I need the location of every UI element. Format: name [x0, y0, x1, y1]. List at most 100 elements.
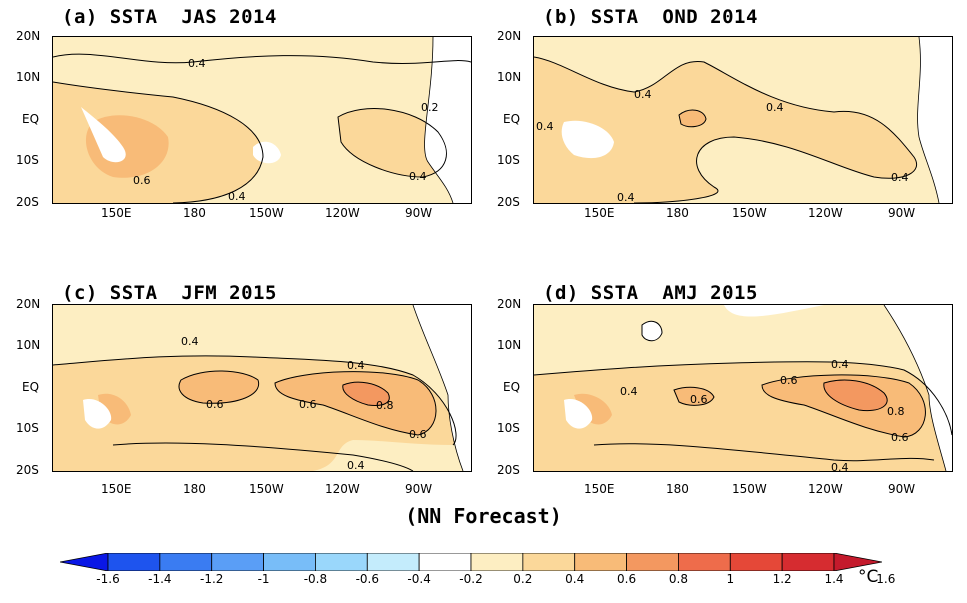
- lat-tick: 10N: [16, 70, 41, 84]
- colorbar-tick-label: 0.8: [668, 572, 688, 586]
- clabel: 0.4: [228, 190, 246, 203]
- panel-a-title: (a) SSTA JAS 2014: [62, 6, 277, 28]
- panel-b-svg: 0.4 0.4 0.4 0.4 0.4: [534, 37, 952, 203]
- lon-tick: 120W: [808, 206, 843, 220]
- lat-tick: 20N: [16, 297, 41, 311]
- lat-tick: 20N: [497, 29, 522, 43]
- panel-a-svg: 0.4 0.2 0.6 0.4 0.4: [53, 37, 471, 203]
- panel-a-map: 0.4 0.2 0.6 0.4 0.4: [52, 36, 472, 204]
- clabel: 0.2: [421, 101, 439, 114]
- colorbar-tick-label: 1.6: [876, 572, 896, 586]
- colorbar-segment: [315, 553, 368, 571]
- colorbar-tick-label: -1.6: [96, 572, 120, 586]
- shade-06-center: [179, 370, 259, 404]
- colorbar-tick-label: -1.2: [199, 572, 224, 586]
- lat-tick: 20S: [497, 463, 520, 477]
- clabel: 0.4: [634, 88, 652, 101]
- lon-tick: 120W: [808, 482, 843, 496]
- lat-tick: EQ: [503, 112, 521, 126]
- lat-tick: EQ: [22, 380, 40, 394]
- colorbar-tick-label: 1.2: [772, 572, 792, 586]
- lon-tick: 90W: [888, 206, 916, 220]
- lat-tick: 10N: [497, 338, 522, 352]
- lat-tick: 20N: [16, 29, 41, 43]
- panel-b-map: 0.4 0.4 0.4 0.4 0.4: [533, 36, 953, 204]
- lon-tick: 150W: [732, 482, 767, 496]
- unit-label: °C: [858, 567, 879, 587]
- panel-d-title: (d) SSTA AMJ 2015: [543, 282, 758, 304]
- colorbar-tick-label: 1.4: [824, 572, 844, 586]
- panel-c-title: (c) SSTA JFM 2015: [62, 282, 277, 304]
- clabel: 0.6: [206, 398, 224, 411]
- clabel: 0.4: [766, 101, 784, 114]
- clabel: 0.6: [690, 393, 708, 406]
- forecast-caption: (NN Forecast): [405, 504, 562, 528]
- colorbar-tick-label: 0.2: [513, 572, 533, 586]
- lon-tick: 180: [666, 482, 689, 496]
- clabel: 0.4: [409, 170, 427, 183]
- lon-tick: 120W: [325, 206, 360, 220]
- clabel: 0.4: [347, 359, 365, 372]
- colorbar-segment: [729, 553, 783, 571]
- lon-tick: 150E: [584, 482, 615, 496]
- americas-land: [413, 305, 471, 471]
- colorbar-segment: [107, 553, 161, 571]
- americas-land: [424, 37, 471, 203]
- colorbar-tick-label: -0.2: [459, 572, 483, 586]
- lon-tick: 150E: [101, 482, 132, 496]
- lat-tick: 20S: [16, 463, 39, 477]
- clabel: 0.6: [133, 174, 151, 187]
- lat-tick: 10S: [497, 421, 520, 435]
- colorbar-segment: [781, 553, 835, 571]
- lat-tick: 20N: [497, 297, 522, 311]
- lat-tick: EQ: [503, 380, 521, 394]
- clabel: 0.4: [891, 171, 909, 184]
- clabel: 0.6: [780, 374, 798, 387]
- shade-06-center: [674, 387, 714, 406]
- lon-tick: 90W: [888, 482, 916, 496]
- colorbar-segment: [211, 553, 264, 571]
- clabel: 0.4: [347, 459, 365, 471]
- lon-tick: 150E: [584, 206, 615, 220]
- colorbar-segment: [574, 553, 627, 571]
- colorbar-tick-label: 0.4: [565, 572, 585, 586]
- colorbar-tick-label: -0.4: [407, 572, 431, 586]
- colorbar-segment: [60, 553, 109, 571]
- clabel: 0.4: [188, 57, 206, 70]
- lat-tick: 20S: [16, 195, 39, 209]
- clabel: 0.6: [891, 431, 909, 444]
- colorbar-segment: [263, 553, 316, 571]
- lon-tick: 180: [183, 206, 206, 220]
- lat-tick: 10S: [16, 421, 39, 435]
- lon-tick: 150E: [101, 206, 132, 220]
- lat-tick: 20S: [497, 195, 520, 209]
- colorbar-tick-label: -0.8: [303, 572, 328, 586]
- clabel: 0.4: [617, 191, 635, 203]
- shade-06-center: [679, 110, 706, 127]
- panel-d-map: 0.4 0.4 0.6 0.6 0.8 0.6 0.4: [533, 304, 953, 472]
- clabel: 0.6: [299, 398, 317, 411]
- clabel: 0.8: [887, 405, 905, 418]
- colorbar-segment: [366, 553, 420, 571]
- colorbar-segment: [522, 553, 576, 571]
- colorbar-segment: [159, 553, 213, 571]
- colorbar-tick-label: 0.6: [617, 572, 637, 586]
- shade-04-band: [534, 57, 917, 203]
- colorbar-segment: [418, 553, 472, 571]
- panel-c-map: 0.4 0.4 0.6 0.6 0.8 0.6 0.4: [52, 304, 472, 472]
- lat-tick: 10S: [16, 153, 39, 167]
- colorbar-segment: [833, 553, 882, 571]
- lon-tick: 180: [666, 206, 689, 220]
- lon-tick: 120W: [325, 482, 360, 496]
- shade-04-east: [338, 108, 447, 177]
- colorbar: [60, 553, 882, 571]
- colorbar-tick-label: 1: [726, 572, 735, 586]
- colorbar-tick-label: -0.6: [355, 572, 379, 586]
- panel-b-title: (b) SSTA OND 2014: [543, 6, 758, 28]
- clabel: 0.4: [831, 358, 849, 371]
- lat-tick: 10N: [16, 338, 41, 352]
- colorbar-segment: [470, 553, 524, 571]
- lon-tick: 90W: [405, 206, 433, 220]
- lon-tick: 180: [183, 482, 206, 496]
- clabel: 0.4: [620, 385, 638, 398]
